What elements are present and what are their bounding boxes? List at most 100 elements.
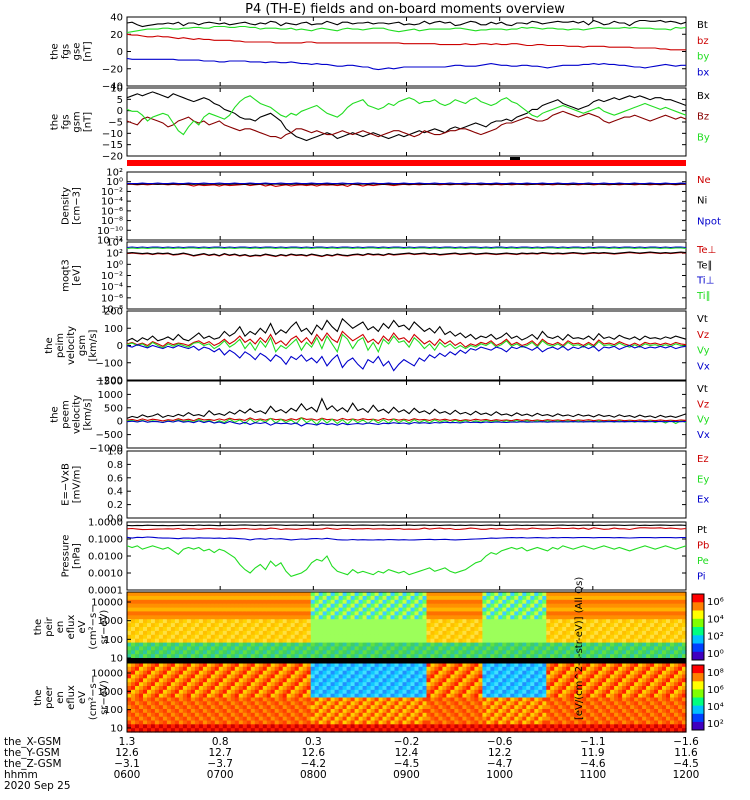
- spectrogram-cell: [234, 728, 240, 733]
- spectrogram-cell: [170, 592, 176, 597]
- spectrogram-cell: [366, 689, 372, 695]
- spectrogram-cell: [254, 611, 260, 616]
- spectrogram-cell: [606, 623, 611, 628]
- spectrogram-cell: [182, 686, 188, 691]
- spectrogram-cell: [198, 611, 204, 616]
- spectrogram-cell: [454, 650, 459, 655]
- spectrogram-cell: [506, 627, 511, 632]
- spectrogram-cell: [454, 615, 459, 620]
- spectrogram-cell: [622, 630, 627, 636]
- spectrogram-cell: [682, 646, 687, 651]
- spectrogram-cell: [586, 623, 591, 628]
- spectrogram-cell: [546, 670, 551, 676]
- spectrogram-cell: [530, 623, 535, 628]
- spectrogram-cell: [486, 697, 491, 702]
- spectrogram-cell: [454, 599, 459, 605]
- spectrogram-cell: [470, 693, 475, 699]
- spectrogram-cell: [570, 720, 575, 725]
- spectrogram-cell: [366, 693, 372, 699]
- spectrogram-cell: [131, 611, 136, 616]
- spectrogram-cell: [370, 646, 376, 651]
- spectrogram-cell: [342, 682, 348, 687]
- spectrogram-cell: [434, 592, 439, 597]
- spectrogram-cell: [522, 701, 527, 706]
- spectrogram-cell: [246, 705, 252, 710]
- spectrogram-cell: [558, 642, 563, 648]
- spectrogram-cell: [442, 689, 447, 695]
- spectrogram-cell: [170, 638, 176, 644]
- spectrogram-cell: [462, 599, 467, 605]
- spectrogram-cell: [178, 712, 184, 718]
- spectrogram-cell: [614, 607, 619, 613]
- spectrogram-cell: [214, 720, 220, 725]
- spectrogram-cell: [562, 654, 567, 659]
- spectrogram-cell: [558, 705, 563, 710]
- spectrogram-cell: [486, 689, 491, 695]
- spectrogram-cell: [462, 697, 467, 702]
- spectrogram-cell: [538, 623, 543, 628]
- spectrogram-cell: [518, 607, 523, 613]
- spectrogram-cell: [382, 634, 388, 640]
- spectrogram-cell: [162, 701, 168, 706]
- spectrogram-cell: [406, 654, 412, 659]
- spectrogram-cell: [626, 623, 631, 628]
- ytick-label: 100: [104, 635, 123, 646]
- spectrogram-cell: [238, 630, 244, 636]
- spectrogram-cell: [139, 607, 144, 613]
- spectrogram-cell: [242, 663, 248, 668]
- spectrogram-cell: [390, 654, 396, 659]
- spectrogram-cell: [250, 709, 256, 714]
- spectrogram-cell: [242, 693, 248, 699]
- spectrogram-cell: [174, 650, 180, 655]
- spectrogram-cell: [366, 697, 372, 702]
- spectrogram-cell: [578, 705, 583, 710]
- spectrogram-cell: [131, 720, 136, 725]
- spectrogram-cell: [182, 705, 188, 710]
- spectrogram-cell: [246, 592, 252, 597]
- spectrogram-cell: [254, 638, 260, 644]
- spectrogram-cell: [338, 654, 344, 659]
- spectrogram-cell: [666, 592, 671, 597]
- spectrogram-cell: [446, 693, 451, 699]
- spectrogram-cell: [214, 666, 220, 672]
- spectrogram-cell: [370, 720, 376, 725]
- spectrogram-cell: [354, 623, 360, 628]
- spectrogram-cell: [526, 705, 531, 710]
- spectrogram-cell: [430, 599, 436, 605]
- spectrogram-cell: [334, 623, 340, 628]
- spectrogram-cell: [542, 603, 547, 609]
- spectrogram-cell: [454, 689, 459, 695]
- spectrogram-cell: [131, 674, 136, 679]
- spectrogram-cell: [542, 627, 547, 632]
- spectrogram-cell: [458, 663, 463, 668]
- spectrogram-cell: [214, 642, 220, 648]
- spectrogram-cell: [186, 674, 192, 679]
- spectrogram-cell: [386, 611, 392, 616]
- spectrogram-cell: [442, 720, 447, 725]
- ytick-label: 1000: [98, 616, 123, 627]
- spectrogram-cell: [662, 615, 667, 620]
- spectrogram-cell: [378, 682, 384, 687]
- spectrogram-cell: [422, 663, 428, 668]
- spectrogram-cell: [450, 689, 455, 695]
- spectrogram-cell: [514, 615, 519, 620]
- spectrogram-cell: [270, 686, 276, 691]
- spectrogram-cell: [406, 670, 412, 676]
- spectrogram-cell: [566, 599, 571, 605]
- spectrogram-cell: [478, 623, 483, 628]
- spectrogram-cell: [346, 720, 352, 725]
- spectrogram-cell: [274, 693, 280, 699]
- spectrogram-cell: [450, 728, 455, 733]
- spectrogram-cell: [242, 720, 248, 725]
- spectrogram-cell: [174, 701, 180, 706]
- spectrogram-cell: [502, 619, 507, 624]
- spectrogram-cell: [190, 638, 196, 644]
- spectrogram-cell: [394, 663, 400, 668]
- spectrogram-cell: [194, 611, 200, 616]
- spectrogram-cell: [214, 663, 220, 668]
- spectrogram-cell: [486, 712, 491, 718]
- spectrogram-cell: [458, 701, 463, 706]
- spectrogram-cell: [286, 674, 292, 679]
- spectrogram-cell: [618, 638, 623, 644]
